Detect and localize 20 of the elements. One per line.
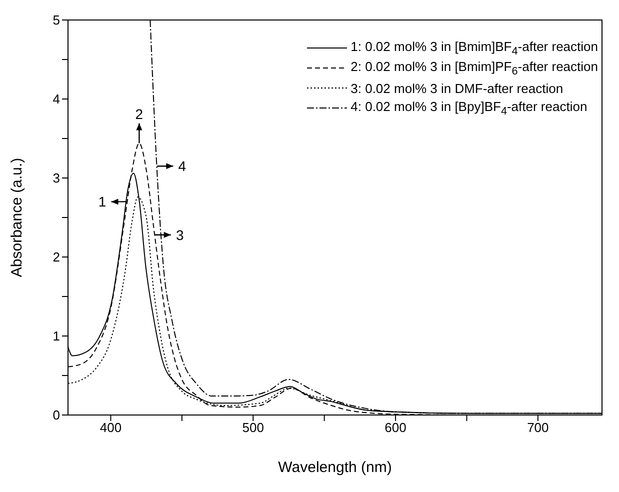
legend-label: 3: 0.02 mol% 3 in DMF-after reaction bbox=[350, 80, 564, 96]
x-tick-label: 600 bbox=[384, 420, 406, 436]
legend-label: 2: 0.02 mol% 3 in [Bmim]PF$_{6}$-after reaction bbox=[350, 58, 598, 78]
legend-label: 4: 0.02 mol% 3 in [Bpy]BF$_{4}$-after reaction bbox=[350, 98, 588, 118]
annotation: 3 bbox=[176, 226, 184, 243]
x-axis-title: Wavelength (nm) bbox=[278, 459, 392, 476]
y-tick-label: 5 bbox=[52, 12, 60, 28]
y-tick-label: 4 bbox=[52, 92, 60, 107]
x-tick-label: 500 bbox=[242, 420, 264, 436]
annotation: 1 bbox=[98, 194, 106, 210]
y-tick-label: 1 bbox=[52, 328, 60, 344]
x-tick-label: 400 bbox=[100, 420, 122, 436]
y-axis-title: Absorbance (a.u.) bbox=[8, 158, 26, 278]
x-tick-label: 700 bbox=[527, 420, 549, 436]
y-tick-label: 0 bbox=[52, 408, 60, 423]
annotation: 2 bbox=[135, 106, 144, 122]
legend-label: 1: 0.02 mol% 3 in [Bmim]BF$_{4}$-after reaction bbox=[350, 38, 598, 58]
annotation: 4 bbox=[178, 158, 186, 174]
y-tick-label: 3 bbox=[52, 170, 60, 186]
y-tick-label: 2 bbox=[52, 250, 60, 265]
